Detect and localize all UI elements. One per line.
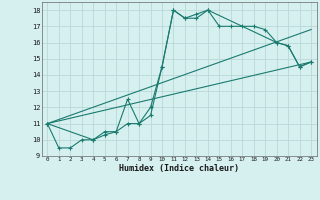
- X-axis label: Humidex (Indice chaleur): Humidex (Indice chaleur): [119, 164, 239, 173]
